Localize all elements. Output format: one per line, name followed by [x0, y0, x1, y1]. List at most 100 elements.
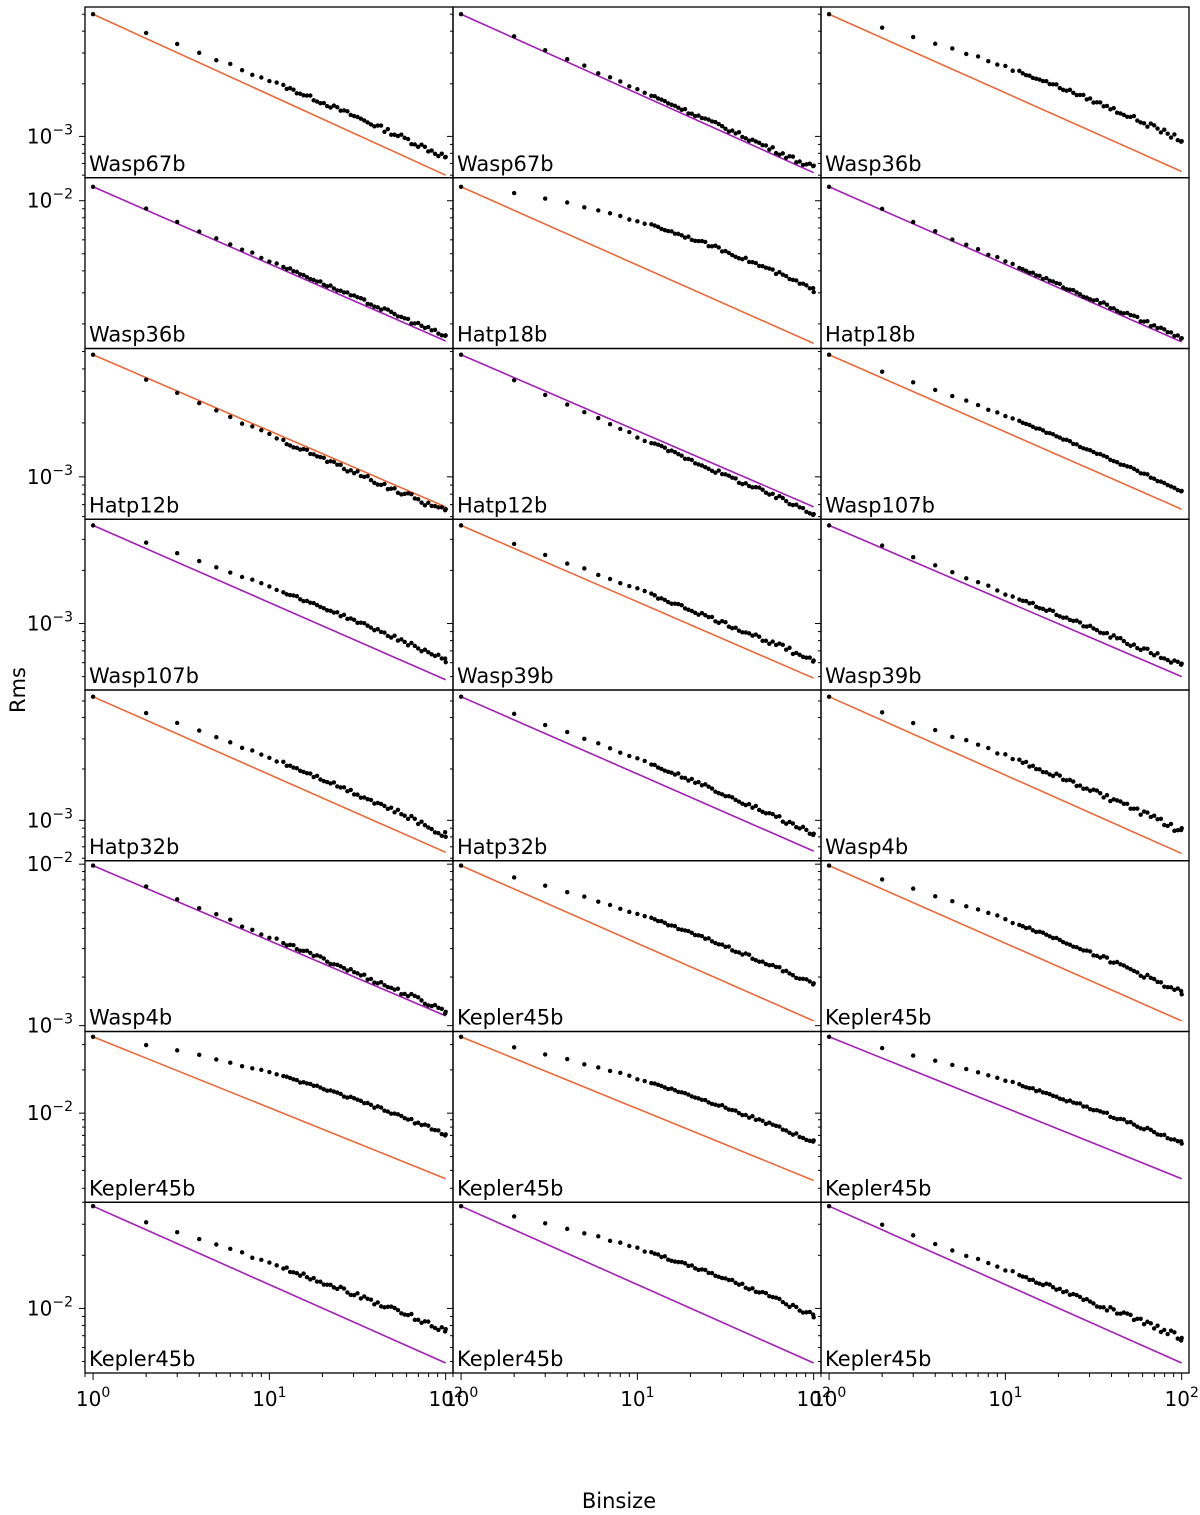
- data-point: [341, 1094, 347, 1099]
- data-point: [767, 810, 772, 816]
- data-point: [429, 826, 434, 832]
- data-point: [365, 977, 370, 982]
- data-point: [1050, 279, 1056, 284]
- data-point: [696, 238, 701, 244]
- data-point: [964, 242, 969, 247]
- data-point: [1087, 1299, 1093, 1304]
- data-point: [596, 208, 601, 213]
- data-point: [358, 473, 364, 479]
- data-point: [542, 392, 548, 398]
- data-point: [1135, 1124, 1140, 1129]
- data-point: [1158, 655, 1164, 661]
- data-point: [143, 1220, 149, 1225]
- data-point: [770, 145, 775, 150]
- data-point: [1044, 78, 1049, 84]
- planet-label: Wasp39b: [457, 664, 554, 688]
- data-point: [426, 1319, 431, 1324]
- data-point: [1037, 606, 1042, 611]
- fit-line: [828, 695, 1183, 855]
- data-point: [304, 275, 310, 280]
- data-point: [267, 1260, 272, 1265]
- data-point: [1010, 1269, 1015, 1274]
- data-point: [1121, 1310, 1127, 1315]
- data-point: [703, 1267, 708, 1273]
- data-point: [308, 276, 313, 282]
- data-point: [348, 616, 353, 621]
- data-point: [1165, 823, 1170, 829]
- data-point: [1158, 325, 1164, 330]
- data-point: [995, 588, 1000, 593]
- data-point: [1087, 96, 1093, 101]
- data-point: [794, 1304, 799, 1310]
- data-point: [358, 296, 364, 301]
- data-point: [1077, 783, 1083, 788]
- data-point: [399, 314, 404, 320]
- data-point: [770, 491, 775, 497]
- data-point: [335, 784, 340, 789]
- data-point: [635, 586, 640, 591]
- data-point: [627, 429, 632, 435]
- data-point: [399, 811, 404, 817]
- data-point: [1081, 1297, 1086, 1303]
- data-point: [1138, 812, 1143, 817]
- data-point: [1128, 114, 1133, 120]
- data-point: [662, 98, 668, 104]
- data-point: [422, 325, 428, 331]
- data-point: [1098, 301, 1103, 306]
- data-point: [385, 1109, 391, 1114]
- data-point: [1054, 1287, 1059, 1292]
- data-point: [665, 101, 671, 106]
- data-point: [1060, 1289, 1066, 1295]
- data-point: [773, 814, 779, 820]
- data-point: [750, 259, 755, 265]
- data-point: [1175, 487, 1180, 493]
- data-point: [392, 486, 397, 491]
- data-point: [1030, 600, 1036, 606]
- data-point: [635, 435, 640, 440]
- panel: Wasp4b: [815, 689, 1190, 862]
- data-point: [314, 99, 320, 104]
- data-point: [1098, 955, 1103, 960]
- data-point: [706, 936, 711, 941]
- data-point: [365, 796, 370, 802]
- data-point: [565, 200, 570, 205]
- data-point: [304, 598, 310, 604]
- data-point: [1175, 827, 1180, 833]
- data-point: [804, 509, 809, 515]
- data-point: [736, 130, 742, 135]
- data-point: [443, 1009, 448, 1015]
- data-point: [672, 449, 678, 455]
- data-point: [291, 87, 296, 92]
- data-point: [259, 932, 264, 937]
- data-point: [542, 1221, 548, 1226]
- data-point: [328, 283, 333, 288]
- data-point: [1114, 110, 1120, 115]
- panel: Kepler45b: [447, 860, 822, 1033]
- data-point: [311, 452, 316, 457]
- data-point: [389, 1111, 394, 1116]
- data-point: [1050, 82, 1056, 87]
- data-point: [375, 800, 380, 806]
- data-point: [426, 825, 431, 830]
- data-point: [699, 933, 705, 939]
- planet-label: Wasp4b: [825, 835, 908, 859]
- data-point: [986, 1073, 991, 1078]
- data-point: [1165, 657, 1170, 663]
- data-point: [432, 830, 438, 835]
- data-point: [826, 184, 832, 189]
- data-point: [1060, 777, 1066, 782]
- data-point: [669, 770, 674, 775]
- data-point: [1155, 1323, 1160, 1328]
- data-point: [426, 649, 431, 655]
- data-point: [436, 153, 441, 159]
- data-point: [419, 1320, 424, 1326]
- data-point: [291, 942, 296, 948]
- data-point: [267, 584, 272, 589]
- data-point: [1023, 73, 1029, 78]
- data-point: [709, 1270, 715, 1276]
- data-point: [649, 591, 654, 596]
- data-point: [713, 789, 718, 794]
- data-point: [679, 107, 684, 113]
- data-point: [975, 247, 981, 252]
- data-point: [780, 819, 785, 824]
